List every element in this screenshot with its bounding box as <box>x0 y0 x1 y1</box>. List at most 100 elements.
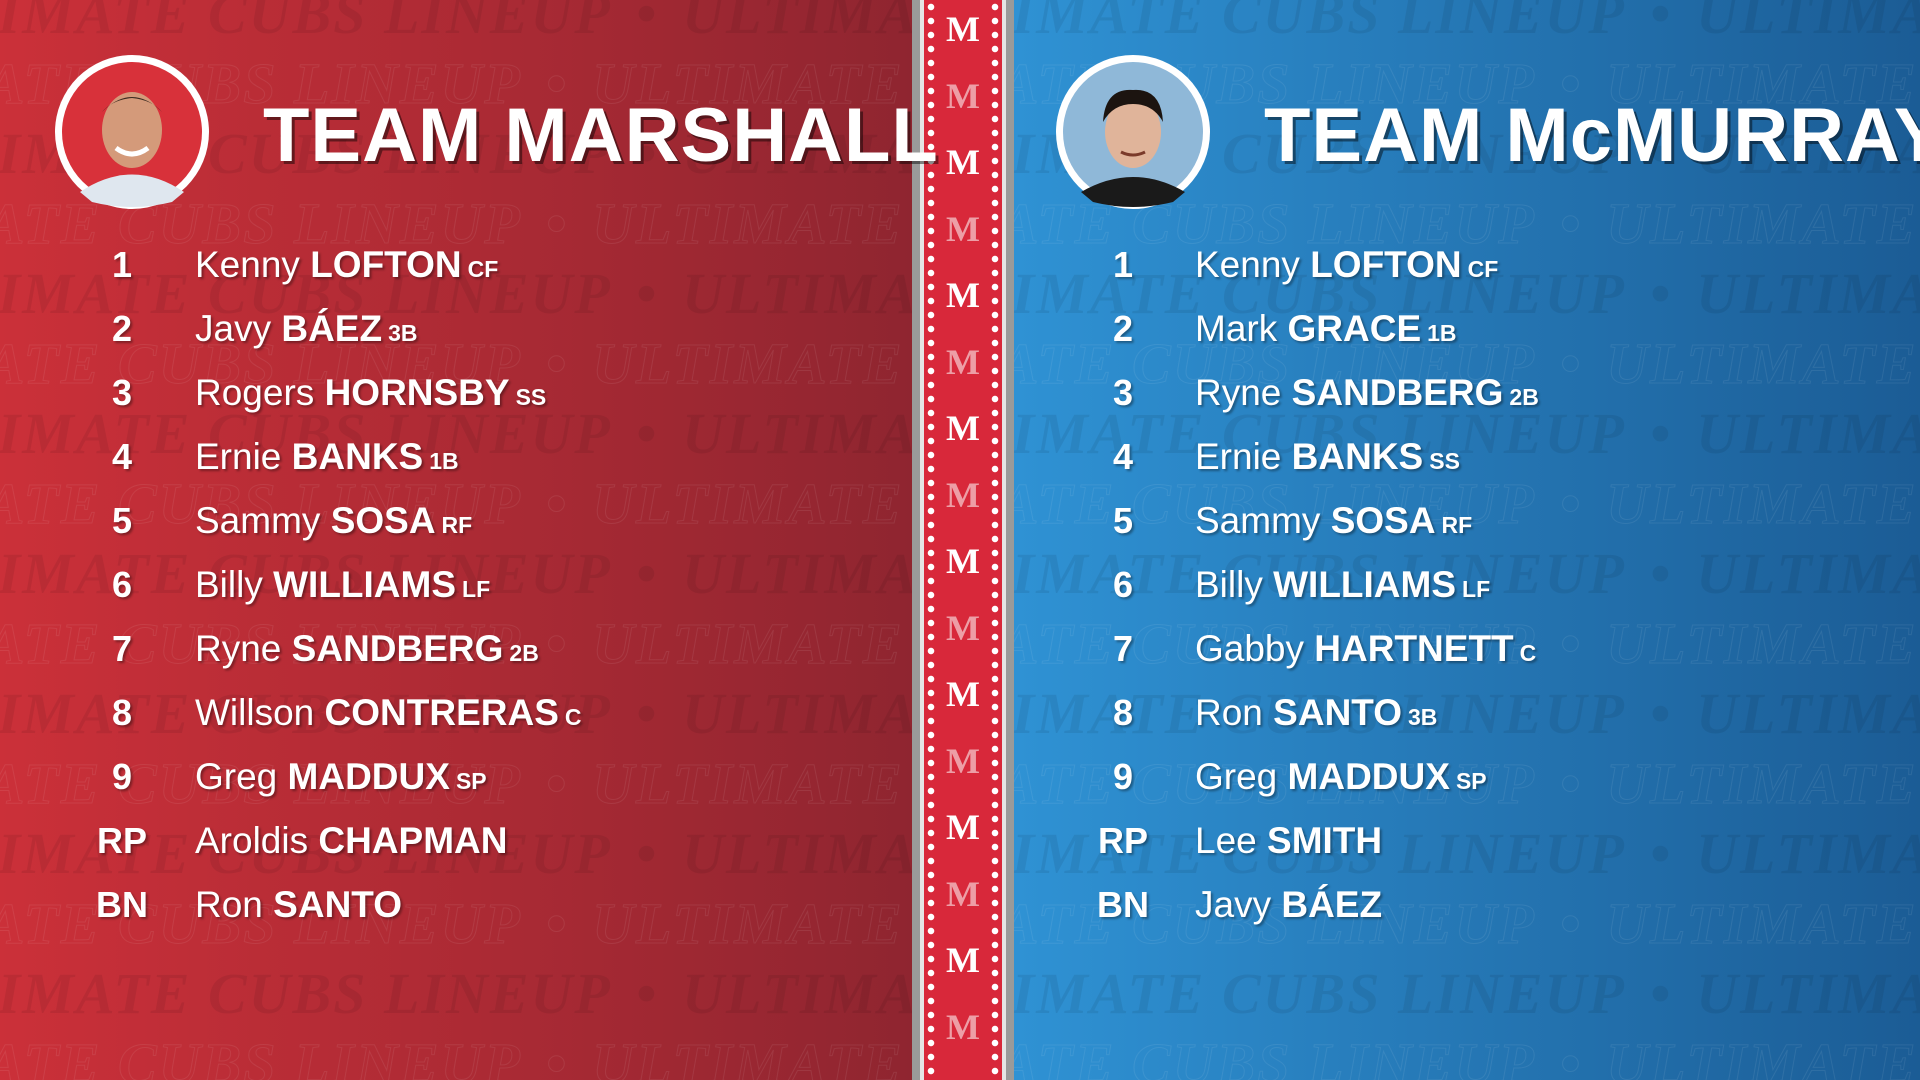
watermark-text: ULTIMATE CUBS LINEUP <box>592 331 912 397</box>
divider-mark: M <box>946 75 980 116</box>
watermark-separator: • <box>1559 331 1583 397</box>
watermark-text: ULTIMATE CUBS LINEUP <box>1606 51 1920 117</box>
player: Billy WILLIAMS LF <box>195 564 490 606</box>
first-name: Rogers <box>195 372 315 413</box>
player: Billy WILLIAMS LF <box>1195 564 1490 606</box>
first-name: Greg <box>195 756 278 797</box>
last-name: BANKS <box>291 436 424 477</box>
player: Ron SANTO 3B <box>1195 692 1437 734</box>
player: Willson CONTRERAS C <box>195 692 582 734</box>
watermark-text: ULTIMATE CUBS LINEUP <box>682 961 912 1026</box>
first-name: Billy <box>1195 564 1263 605</box>
slot-number: RP <box>96 820 147 861</box>
first-name: Sammy <box>195 500 321 541</box>
last-name: MADDUX <box>1287 756 1450 797</box>
watermark-separator: • <box>1559 611 1583 677</box>
watermark-text: ULTIMATE CUBS LINEUP <box>1696 821 1920 886</box>
last-name: SANTO <box>1273 692 1403 733</box>
divider-mark: M <box>946 541 980 581</box>
watermark-separator: • <box>1649 0 1673 46</box>
watermark-separator: • <box>545 891 569 957</box>
last-name: BÁEZ <box>1281 884 1383 925</box>
position: CF <box>1467 256 1499 282</box>
watermark-text: ULTIMATE CUBS LINEUP <box>1014 751 1536 817</box>
first-name: Ron <box>195 884 263 925</box>
player: Ernie BANKS SS <box>1195 436 1460 478</box>
watermark-text: ULTIMATE CUBS LINEUP <box>1606 471 1920 537</box>
watermark-text: ULTIMATE CUBS LINEUP <box>1014 541 1626 606</box>
watermark-row: ULTIMATE CUBS LINEUP • ULTIMATE CUBS LINEU… <box>0 820 912 887</box>
first-name: Willson <box>195 692 315 733</box>
position: SP <box>1455 768 1487 794</box>
divider-mark: M <box>946 1006 980 1047</box>
position: SP <box>455 768 487 794</box>
position: SS <box>1429 448 1460 474</box>
slot-number: 6 <box>1112 564 1134 605</box>
watermark-separator: • <box>1559 51 1583 117</box>
last-name: BANKS <box>1291 436 1424 477</box>
watermark-text: ULTIMATE CUBS LINEUP <box>1606 331 1920 397</box>
watermark-separator: • <box>1649 681 1673 746</box>
watermark-row: ULTIMATE CUBS LINEUP • ULTIMATE CUBS LINEU… <box>0 190 912 257</box>
watermark-row: ULTIMATE CUBS LINEUP • ULTIMATE CUBS LINEU… <box>1014 680 1920 747</box>
slot-number: 1 <box>111 244 133 285</box>
watermark-row: ULTIMATE CUBS LINEUP • ULTIMATE CUBS LINEU… <box>1014 1030 1920 1080</box>
watermark-text: ULTIMATE CUBS LINEUP <box>0 751 522 817</box>
slot-number: 6 <box>111 564 133 605</box>
player: Ernie BANKS 1B <box>195 436 459 478</box>
watermark-separator: • <box>1649 121 1673 186</box>
position: LF <box>462 576 491 602</box>
watermark-separator: • <box>635 121 659 186</box>
watermark-text: ULTIMATE CUBS LINEUP <box>682 821 912 886</box>
watermark-text: ULTIMATE CUBS LINEUP <box>1014 331 1536 397</box>
position: CF <box>467 256 499 282</box>
first-name: Javy <box>1195 884 1272 925</box>
last-name: SOSA <box>330 500 436 541</box>
slot-number: 2 <box>111 308 133 349</box>
watermark-row: ULTIMATE CUBS LINEUP • ULTIMATE CUBS LINEU… <box>0 0 912 47</box>
watermark-text: ULTIMATE CUBS LINEUP <box>682 261 912 326</box>
watermark-separator: • <box>635 261 659 326</box>
player: Greg MADDUX SP <box>195 756 487 798</box>
watermark-row: ULTIMATE CUBS LINEUP • ULTIMATE CUBS LINEU… <box>1014 960 1920 1027</box>
player: Sammy SOSA RF <box>195 500 472 542</box>
watermark-text: ULTIMATE CUBS LINEUP <box>0 821 612 886</box>
position: C <box>564 704 582 730</box>
player: Kenny LOFTON CF <box>1195 244 1498 286</box>
watermark-text: ULTIMATE CUBS LINEUP <box>1014 961 1626 1026</box>
player: Aroldis CHAPMAN <box>195 820 508 862</box>
light-bulbs <box>927 0 935 1080</box>
watermark-text: ULTIMATE CUBS LINEUP <box>0 471 522 537</box>
watermark-text: ULTIMATE CUBS LINEUP <box>1696 541 1920 606</box>
slot-number: 3 <box>111 372 133 413</box>
watermark-text: ULTIMATE CUBS LINEUP <box>1696 961 1920 1026</box>
watermark-text: ULTIMATE CUBS LINEUP <box>1606 891 1920 957</box>
watermark-separator: • <box>1559 751 1583 817</box>
team-title: TEAM McMURRAY <box>1264 93 1920 178</box>
slot-number: 7 <box>111 628 133 669</box>
watermark-text: ULTIMATE CUBS LINEUP <box>0 1031 522 1080</box>
watermark-separator: • <box>545 51 569 117</box>
watermark-separator: • <box>545 191 569 257</box>
last-name: HORNSBY <box>324 372 510 413</box>
watermark-row: ULTIMATE CUBS LINEUP • ULTIMATE CUBS LINEU… <box>0 330 912 397</box>
watermark-separator: • <box>545 611 569 677</box>
avatar <box>1056 55 1210 209</box>
watermark-row: ULTIMATE CUBS LINEUP • ULTIMATE CUBS LINEU… <box>0 260 912 327</box>
divider-mark: M <box>946 873 980 914</box>
first-name: Ernie <box>1195 436 1282 477</box>
last-name: LOFTON <box>1310 244 1462 285</box>
watermark-row: ULTIMATE CUBS LINEUP • ULTIMATE CUBS LINEU… <box>1014 820 1920 887</box>
watermark-row: ULTIMATE CUBS LINEUP • ULTIMATE CUBS LINEU… <box>1014 400 1920 467</box>
watermark-text: ULTIMATE CUBS LINEUP <box>1606 751 1920 817</box>
watermark-row: ULTIMATE CUBS LINEUP • ULTIMATE CUBS LINEU… <box>1014 750 1920 817</box>
first-name: Billy <box>195 564 263 605</box>
first-name: Greg <box>1195 756 1278 797</box>
watermark-row: ULTIMATE CUBS LINEUP • ULTIMATE CUBS LINEU… <box>0 400 912 467</box>
watermark-separator: • <box>635 961 659 1026</box>
watermark-text: ULTIMATE CUBS LINEUP <box>1606 611 1920 677</box>
divider-mark: M <box>946 940 980 980</box>
watermark-text: ULTIMATE CUBS LINEUP <box>0 191 522 257</box>
slot-number: BN <box>96 884 148 925</box>
watermark-row: ULTIMATE CUBS LINEUP • ULTIMATE CUBS LINEU… <box>1014 540 1920 607</box>
